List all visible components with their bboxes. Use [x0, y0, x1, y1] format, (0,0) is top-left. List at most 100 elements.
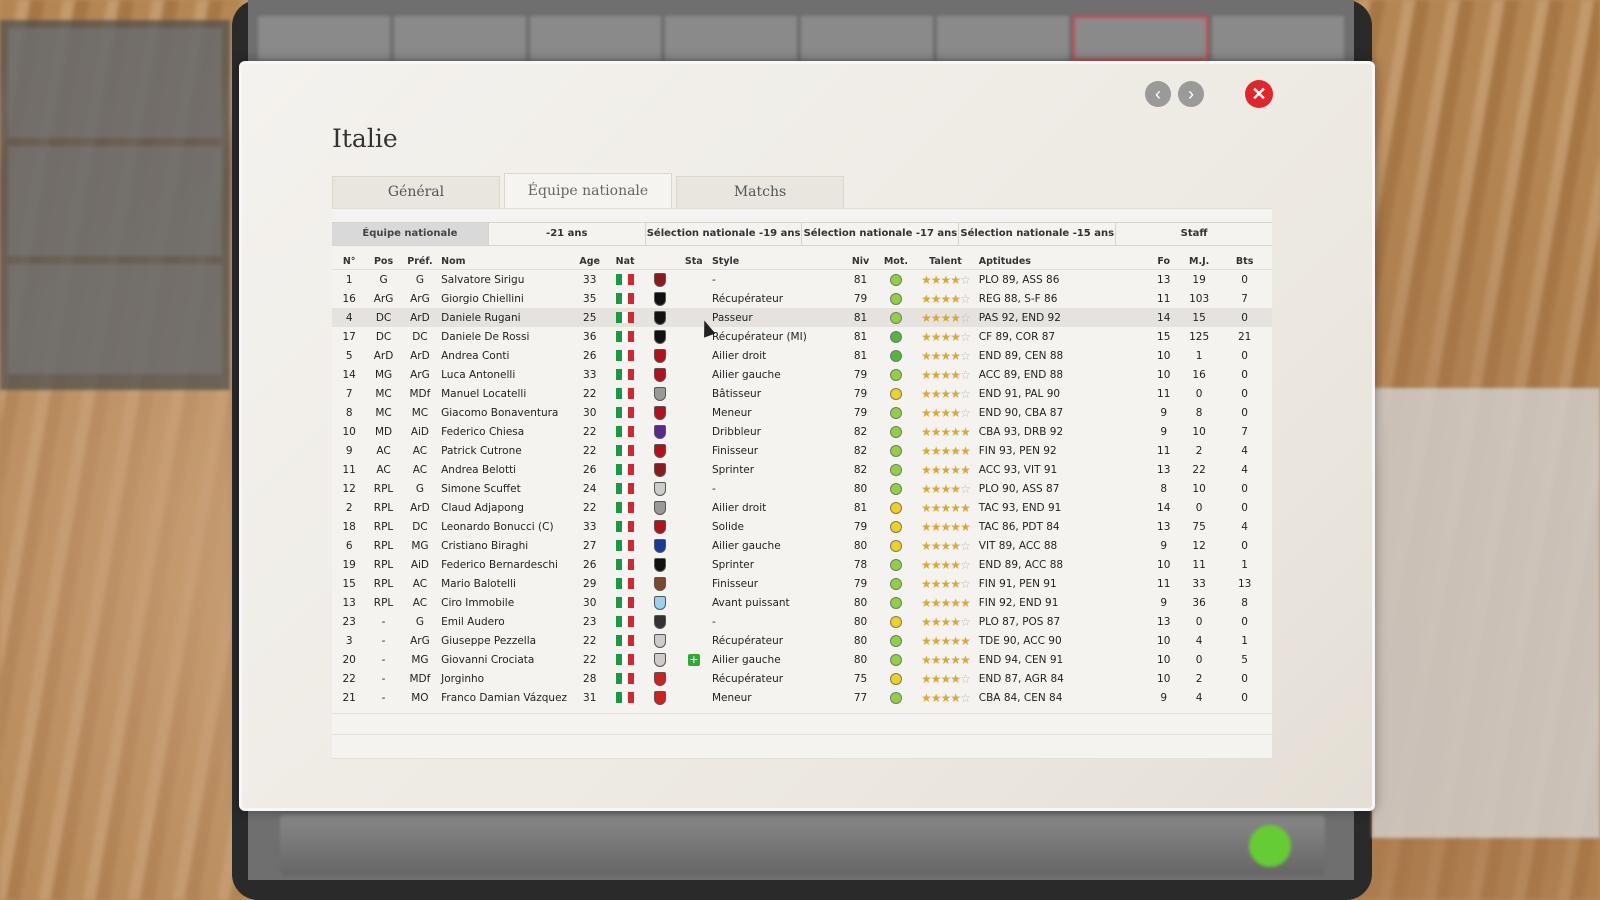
table-row[interactable]: 18 RPL DC Leonardo Bonucci (C) 33 Solide 79 ★★★… [332, 517, 1272, 536]
club-crest-icon[interactable] [654, 481, 667, 496]
club-crest-icon[interactable] [654, 500, 667, 515]
col-style[interactable]: Style [709, 253, 844, 270]
tab-general[interactable]: Général [332, 176, 500, 208]
player-name[interactable]: Claud Adjapong [441, 501, 524, 514]
club-crest-icon[interactable] [654, 519, 667, 534]
table-row[interactable]: 2 RPL ArD Claud Adjapong 22 Ailier droit 81 ★★★… [332, 498, 1272, 517]
table-row[interactable]: 10 MD AiD Federico Chiesa 22 Dribbleur 82 ★★★★★… [332, 422, 1272, 441]
subtab-staff[interactable]: Staff [1180, 228, 1208, 239]
col-talent[interactable]: Talent [914, 253, 977, 270]
tab-national-team[interactable]: Équipe nationale [504, 173, 672, 208]
table-row[interactable]: 5 ArD ArD Andrea Conti 26 Ailier droit 81 ★★★★☆… [332, 346, 1272, 365]
table-row[interactable]: 1 G G Salvatore Sirigu 33 - 81 ★★★★☆ PLO 89, ASS… [332, 270, 1272, 290]
subtab-u21[interactable]: -21 ans [489, 223, 646, 245]
club-crest-icon[interactable] [654, 633, 667, 648]
tab-international-matches[interactable]: Matchs internationaux [676, 176, 844, 231]
col-age[interactable]: Age [572, 253, 607, 270]
club-crest-icon[interactable] [654, 671, 667, 686]
player-name[interactable]: Andrea Conti [441, 349, 510, 362]
table-row[interactable]: 14 MG ArG Luca Antonelli 33 Ailier gauche 79 ★★… [332, 365, 1272, 384]
table-row[interactable]: 23 - G Emil Audero 23 - 80 ★★★★☆ PLO 87, POS 87 1… [332, 612, 1272, 631]
club-crest-icon[interactable] [654, 595, 667, 610]
table-row[interactable]: 16 ArG ArG Giorgio Chiellini 35 Récupérateur 7… [332, 289, 1272, 308]
table-row[interactable]: 11 AC AC Andrea Belotti 26 Sprinter 82 ★★★★★ ACC… [332, 460, 1272, 479]
club-crest-icon[interactable] [654, 310, 667, 325]
previous-button[interactable]: ‹ [1145, 81, 1171, 107]
player-name[interactable]: Franco Damian Vázquez [441, 691, 568, 704]
player-name[interactable]: Giovanni Crociata [441, 653, 535, 666]
subtab-u17[interactable]: Sélection nationale -17 ans [802, 223, 960, 245]
club-crest-icon[interactable] [654, 348, 667, 363]
table-row[interactable]: 12 RPL G Simone Scuffet 24-80 ★★★★☆ PLO 90, AS… [332, 479, 1272, 498]
club-crest-icon[interactable] [654, 576, 667, 591]
player-name[interactable]: Jorginho [441, 672, 485, 685]
col-number[interactable]: N° [332, 253, 367, 270]
player-name[interactable]: Leonardo Bonucci (C) [441, 520, 554, 533]
player-name[interactable]: Luca Antonelli [441, 368, 516, 381]
player-position: ArG [373, 292, 394, 305]
player-name[interactable]: Emil Audero [441, 615, 505, 628]
player-preferred: AC [412, 444, 428, 457]
subtab-u15[interactable]: Sélection nationale -15 ans [959, 223, 1117, 245]
subtab-u19[interactable]: Sélection nationale -19 ans [646, 223, 803, 245]
player-name[interactable]: Salvatore Sirigu [441, 273, 525, 286]
club-crest-icon[interactable] [654, 652, 667, 667]
player-name[interactable]: Giuseppe Pezzella [441, 634, 537, 647]
player-name[interactable]: Mario Balotelli [441, 577, 516, 590]
player-name[interactable]: Cristiano Biraghi [441, 539, 529, 552]
table-row[interactable]: 15 RPL AC Mario Balotelli 29 Finisseur 79 ★★★★☆… [332, 574, 1272, 593]
table-row[interactable]: 4 DC ArD Daniele Rugani 25 Passeur 81 ★★★★☆ PAS … [332, 308, 1272, 327]
club-crest-icon[interactable] [654, 291, 667, 306]
table-row[interactable]: 8 MC MC Giacomo Bonaventura 30 Meneur 79 ★★★★☆ E… [332, 403, 1272, 422]
club-crest-icon[interactable] [654, 272, 667, 287]
player-name[interactable]: Patrick Cutrone [441, 444, 522, 457]
player-name[interactable]: Federico Chiesa [441, 425, 525, 438]
table-row[interactable]: 21 - MO Franco Damian Vázquez 31 Meneur 77 ★★★★… [332, 688, 1272, 707]
table-row[interactable]: 22 - MDf Jorginho 28 Récupérateur 75 ★★★★☆ END 8… [332, 669, 1272, 688]
player-name[interactable]: Manuel Locatelli [441, 387, 527, 400]
club-crest-icon[interactable] [654, 386, 667, 401]
col-motivation[interactable]: Mot. [877, 253, 915, 270]
col-level[interactable]: Niv [843, 253, 878, 270]
club-crest-icon[interactable] [654, 557, 667, 572]
club-crest-icon[interactable] [654, 690, 667, 705]
player-name[interactable]: Andrea Belotti [441, 463, 517, 476]
table-row[interactable]: 19 RPL AiD Federico Bernardeschi 26 Sprinter 7… [332, 555, 1272, 574]
club-crest-icon[interactable] [654, 329, 667, 344]
col-nationality[interactable]: Nat [606, 253, 644, 270]
col-goals[interactable]: Bts [1217, 253, 1272, 270]
player-name[interactable]: Giorgio Chiellini [441, 292, 524, 305]
player-name[interactable]: Simone Scuffet [441, 482, 521, 495]
col-name[interactable]: Nom [439, 253, 573, 270]
table-row[interactable]: 20 - MG Giovanni Crociata 22 + Ailier gauche 80… [332, 650, 1272, 669]
club-crest-icon[interactable] [654, 405, 667, 420]
player-matches: 125 [1189, 330, 1210, 343]
player-name[interactable]: Giacomo Bonaventura [441, 406, 559, 419]
subtab-national-team[interactable]: Équipe nationale [332, 223, 489, 245]
table-row[interactable]: 17 DC DC Daniele De Rossi 36 Récupérateur (MI… [332, 327, 1272, 346]
close-button[interactable]: ✕ [1245, 80, 1273, 108]
col-position[interactable]: Pos [366, 253, 401, 270]
table-row[interactable]: 13 RPL AC Ciro Immobile 30 Avant puissant 80 ★★… [332, 593, 1272, 612]
player-name[interactable]: Ciro Immobile [441, 596, 515, 609]
club-crest-icon[interactable] [654, 462, 667, 477]
player-name[interactable]: Federico Bernardeschi [441, 558, 558, 571]
player-name[interactable]: Daniele Rugani [439, 308, 573, 327]
col-matches[interactable]: M.J. [1180, 253, 1218, 270]
club-crest-icon[interactable] [654, 367, 667, 382]
player-name[interactable]: Daniele De Rossi [441, 330, 530, 343]
col-aptitudes[interactable]: Aptitudes [976, 253, 1147, 270]
col-preferred[interactable]: Préf. [400, 253, 440, 270]
table-row[interactable]: 3 - ArG Giuseppe Pezzella 22 Récupérateur 80 ★★… [332, 631, 1272, 650]
table-row[interactable]: 7 MC MDf Manuel Locatelli 22 Bâtisseur 79 ★★★★☆… [332, 384, 1272, 403]
club-crest-icon[interactable] [654, 538, 667, 553]
club-crest-icon[interactable] [654, 443, 667, 458]
player-matches: 12 [1192, 539, 1206, 552]
club-crest-icon[interactable] [654, 424, 667, 439]
col-status[interactable]: Sta [677, 253, 710, 270]
table-row[interactable]: 6 RPL MG Cristiano Biraghi 27 Ailier gauche 80… [332, 536, 1272, 555]
col-form[interactable]: Fo [1146, 253, 1181, 270]
table-row[interactable]: 9 AC AC Patrick Cutrone 22 Finisseur 82 ★★★★★ FI… [332, 441, 1272, 460]
club-crest-icon[interactable] [654, 614, 667, 629]
next-button[interactable]: › [1178, 81, 1204, 107]
